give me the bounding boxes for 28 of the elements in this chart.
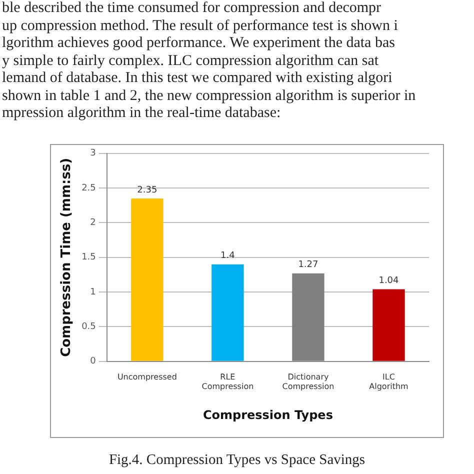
text: up compression method. The result of performance test is shown i [2,18,399,35]
y-tick-label: 2 [90,218,96,228]
data-label: 1.4 [220,251,236,262]
x-tick-label: Dictionary Compression [282,372,334,391]
y-tick-label: 3 [90,148,96,159]
text: shown in table 1 and 2, the new compression algorithm is superior in [2,88,417,105]
y-axis-title: Compression Time (mm:ss) [59,158,74,357]
data-label: 1.27 [298,260,318,270]
bar [372,289,405,361]
y-tick-label: 2.5 [82,183,96,194]
y-tick-label: 1 [90,287,96,298]
bar [212,264,244,361]
data-label: 1.04 [378,276,400,286]
x-axis-title: Compression Types [202,408,333,422]
data-label: 2.35 [137,185,158,196]
text: mpression algorithm in the real-time database: [2,105,282,122]
y-tick-label: 1.5 [82,252,96,263]
x-tick-label: Uncompressed [117,372,177,382]
y-tick-label: 0.5 [82,322,96,332]
x-tick-label: RLE Compression [202,372,254,391]
text: lemand of database. In this test we compared with existing algori [2,70,394,88]
text: lgorithm achieves good performance. We experiment the data bas [2,35,396,52]
bar [131,198,164,361]
x-tick-label: ILC Algorithm [369,372,409,391]
y-tick-label: 0 [90,356,96,367]
text: ble described the time consumed for compression and decompr [2,0,382,18]
caption: Fig.4. Compression Types vs Space Savings [108,452,366,469]
text: y simple to fairly complex. ILC compression algorithm can sat [2,52,380,70]
